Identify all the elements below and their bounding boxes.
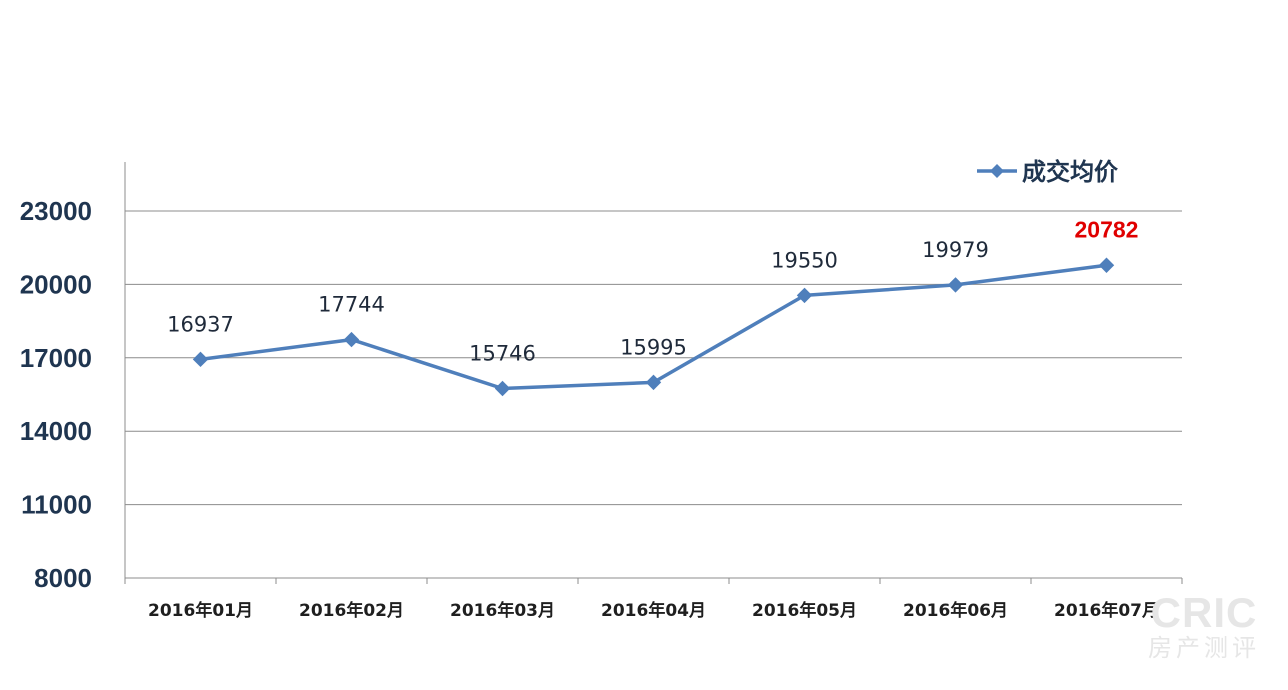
data-label: 15995 (620, 335, 687, 359)
series-line-path (200, 263, 1107, 391)
x-tick-label: 2016年07月 (1054, 600, 1159, 621)
x-tick-label: 2016年03月 (450, 600, 555, 621)
data-point-marker (192, 351, 209, 368)
series-line (200, 263, 1107, 391)
data-labels: 16937 17744 15746 15995 19550 19979 20782 (167, 216, 1138, 365)
y-tick-label: 17000 (20, 343, 92, 373)
y-tick-label: 23000 (20, 196, 92, 226)
legend-marker-swatch (990, 164, 1004, 178)
legend-label: 成交均价 (1022, 158, 1119, 186)
data-label: 16937 (167, 312, 234, 336)
watermark-logo: CRIC 房产测评 (1148, 589, 1260, 663)
watermark-bottom-text: 房产测评 (1148, 634, 1260, 662)
data-point-marker (796, 287, 813, 304)
data-label: 15746 (469, 341, 536, 365)
data-label: 19979 (922, 238, 989, 262)
data-point-marker (343, 331, 360, 348)
data-label-highlight: 20782 (1075, 216, 1139, 242)
x-tick-label: 2016年04月 (601, 600, 706, 621)
y-tick-label: 11000 (21, 490, 92, 520)
y-axis-ticks: 8000 11000 14000 17000 20000 23000 (20, 196, 92, 593)
data-point-marker (947, 277, 964, 293)
data-label: 19550 (771, 248, 838, 272)
data-point-marker (1098, 257, 1115, 273)
data-label: 17744 (318, 293, 385, 317)
x-tick-label: 2016年05月 (752, 600, 857, 621)
x-tick-label: 2016年02月 (299, 600, 404, 621)
gridlines (125, 210, 1182, 506)
y-tick-label: 8000 (34, 563, 92, 593)
series-markers (192, 257, 1115, 397)
legend: 成交均价 (977, 158, 1119, 186)
data-point-marker (494, 380, 511, 397)
x-tick-label: 2016年06月 (903, 600, 1008, 621)
y-tick-label: 20000 (20, 269, 92, 299)
axes (124, 162, 1183, 584)
data-point-marker (645, 374, 662, 391)
x-axis-ticks: 2016年01月 2016年02月 2016年03月 2016年04月 2016年05月… (148, 600, 1159, 621)
watermark-top-text: CRIC (1150, 589, 1258, 636)
x-tick-label: 2016年01月 (148, 600, 253, 621)
y-tick-label: 14000 (20, 416, 92, 446)
